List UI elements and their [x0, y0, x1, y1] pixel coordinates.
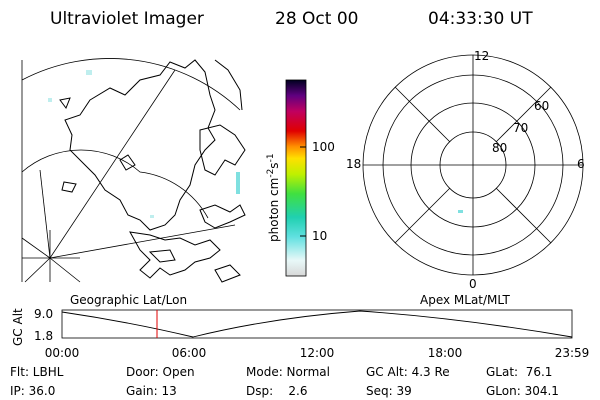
left-label: Geographic Lat/Lon [70, 293, 187, 307]
polar-plot: 12 6 0 18 60 70 80 [346, 49, 585, 291]
mlt-label: 12 [474, 49, 489, 63]
geographic-map [21, 58, 246, 283]
x-tick-label: 18:00 [428, 346, 463, 360]
colorbar-label: photon cm-2s-1 [266, 153, 281, 242]
status-field: IP: 36.0 [10, 384, 55, 398]
status-panel: Flt: LBHL Door: Open Mode: Normal GC Alt: 4… [10, 365, 559, 398]
status-field: Mode: Normal [246, 365, 330, 379]
unit2-exp: -1 [266, 153, 276, 162]
date: 28 Oct 00 [275, 9, 358, 29]
x-tick-label: 06:00 [172, 346, 207, 360]
right-label: Apex MLat/MLT [420, 293, 510, 307]
colorbar: 100 10 photon cm-2s-1 [266, 79, 335, 277]
unit-exp: -2 [266, 169, 276, 178]
mlt-label: 0 [469, 277, 477, 291]
status-field: Dsp: 2.6 [246, 384, 308, 398]
status-field: GC Alt: 4.3 Re [366, 365, 450, 379]
y-tick-label: 1.8 [34, 329, 53, 343]
unit2: s [267, 162, 281, 168]
altitude-timeline: Geographic Lat/Lon Apex MLat/MLT GC Alt … [11, 293, 589, 360]
mlat-label: 70 [513, 121, 528, 135]
mlt-label: 18 [346, 157, 361, 171]
status-field: Gain: 13 [126, 384, 177, 398]
y-label: GC Alt [11, 308, 25, 346]
status-field: Flt: LBHL [10, 365, 64, 379]
time: 04:33:30 UT [428, 9, 533, 29]
x-tick-label: 23:59 [555, 346, 590, 360]
mlt-label: 6 [577, 157, 585, 171]
unit: photon cm [267, 178, 281, 242]
mlat-label: 60 [534, 99, 549, 113]
x-tick-label: 12:00 [300, 346, 335, 360]
x-tick-label: 00:00 [45, 346, 80, 360]
colorbar-tick: 10 [312, 229, 327, 243]
status-field: Seq: 39 [366, 384, 412, 398]
mlat-label: 80 [492, 141, 507, 155]
status-field: GLon: 304.1 [486, 384, 559, 398]
title: Ultraviolet Imager [50, 9, 204, 29]
status-field: Door: Open [126, 365, 195, 379]
y-tick-label: 9.0 [34, 307, 53, 321]
status-field: GLat: 76.1 [486, 365, 552, 379]
colorbar-tick: 100 [312, 140, 335, 154]
